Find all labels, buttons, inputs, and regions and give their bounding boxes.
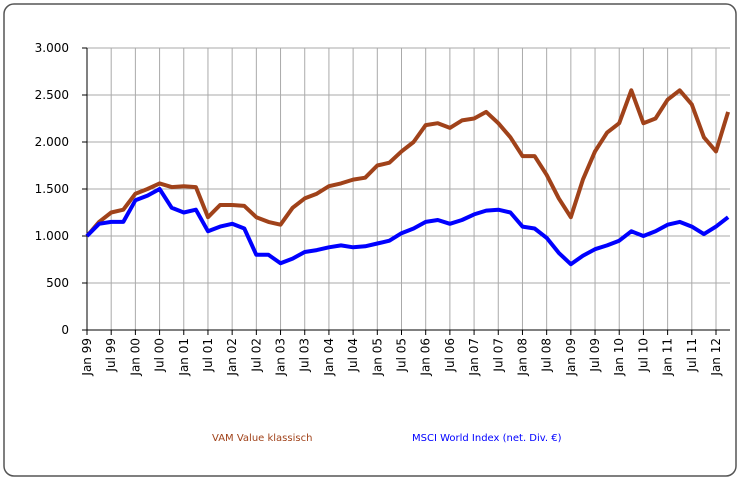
x-tick-label: Jan 12 xyxy=(709,338,723,377)
x-tick-label: Jul 01 xyxy=(201,338,215,373)
x-tick-label: Jan 03 xyxy=(274,338,288,377)
y-tick-label: 3.000 xyxy=(35,41,69,55)
x-tick-label: Jan 07 xyxy=(467,338,481,377)
x-tick-label: Jan 08 xyxy=(515,338,529,377)
data-line xyxy=(85,88,731,238)
x-tick-label: Jan 06 xyxy=(419,338,433,377)
x-tick-label: Jul 10 xyxy=(636,338,650,373)
x-tick-label: Jan 02 xyxy=(225,338,239,377)
x-tick-label: Jan 10 xyxy=(612,338,626,377)
x-tick-label: Jul 06 xyxy=(443,338,457,373)
x-tick-label: Jan 04 xyxy=(322,338,336,377)
y-tick-label: 2.500 xyxy=(35,88,69,102)
x-tick-label: Jan 05 xyxy=(370,338,384,377)
x-tick-label: Jul 11 xyxy=(685,338,699,373)
legend-label: MSCI World Index (net. Div. €) xyxy=(412,433,562,444)
x-tick-label: Jul 04 xyxy=(346,338,360,373)
y-tick-label: 2.000 xyxy=(35,135,69,149)
x-tick-label: Jul 09 xyxy=(588,338,602,373)
x-tick-label: Jul 07 xyxy=(491,338,505,373)
y-tick-label: 1.500 xyxy=(35,182,69,196)
x-tick-label: Jul 05 xyxy=(395,338,409,373)
y-tick-label: 0 xyxy=(61,323,69,337)
legend-label: VAM Value klassisch xyxy=(212,433,312,444)
x-tick-label: Jan 01 xyxy=(177,338,191,377)
x-tick-label: Jul 99 xyxy=(104,338,118,373)
x-tick-label: Jul 08 xyxy=(540,338,554,373)
x-tick-label: Jul 03 xyxy=(298,338,312,373)
x-tick-label: Jan 11 xyxy=(661,338,675,377)
data-line xyxy=(85,187,730,267)
y-tick-label: 500 xyxy=(46,276,69,290)
x-tick-label: Jan 99 xyxy=(80,338,94,377)
x-tick-label: Jan 00 xyxy=(128,338,142,377)
x-tick-label: Jan 09 xyxy=(564,338,578,377)
x-tick-label: Jul 00 xyxy=(153,338,167,373)
y-tick-label: 1.000 xyxy=(35,229,69,243)
chart-frame xyxy=(3,3,737,477)
x-tick-label: Jul 02 xyxy=(249,338,263,373)
